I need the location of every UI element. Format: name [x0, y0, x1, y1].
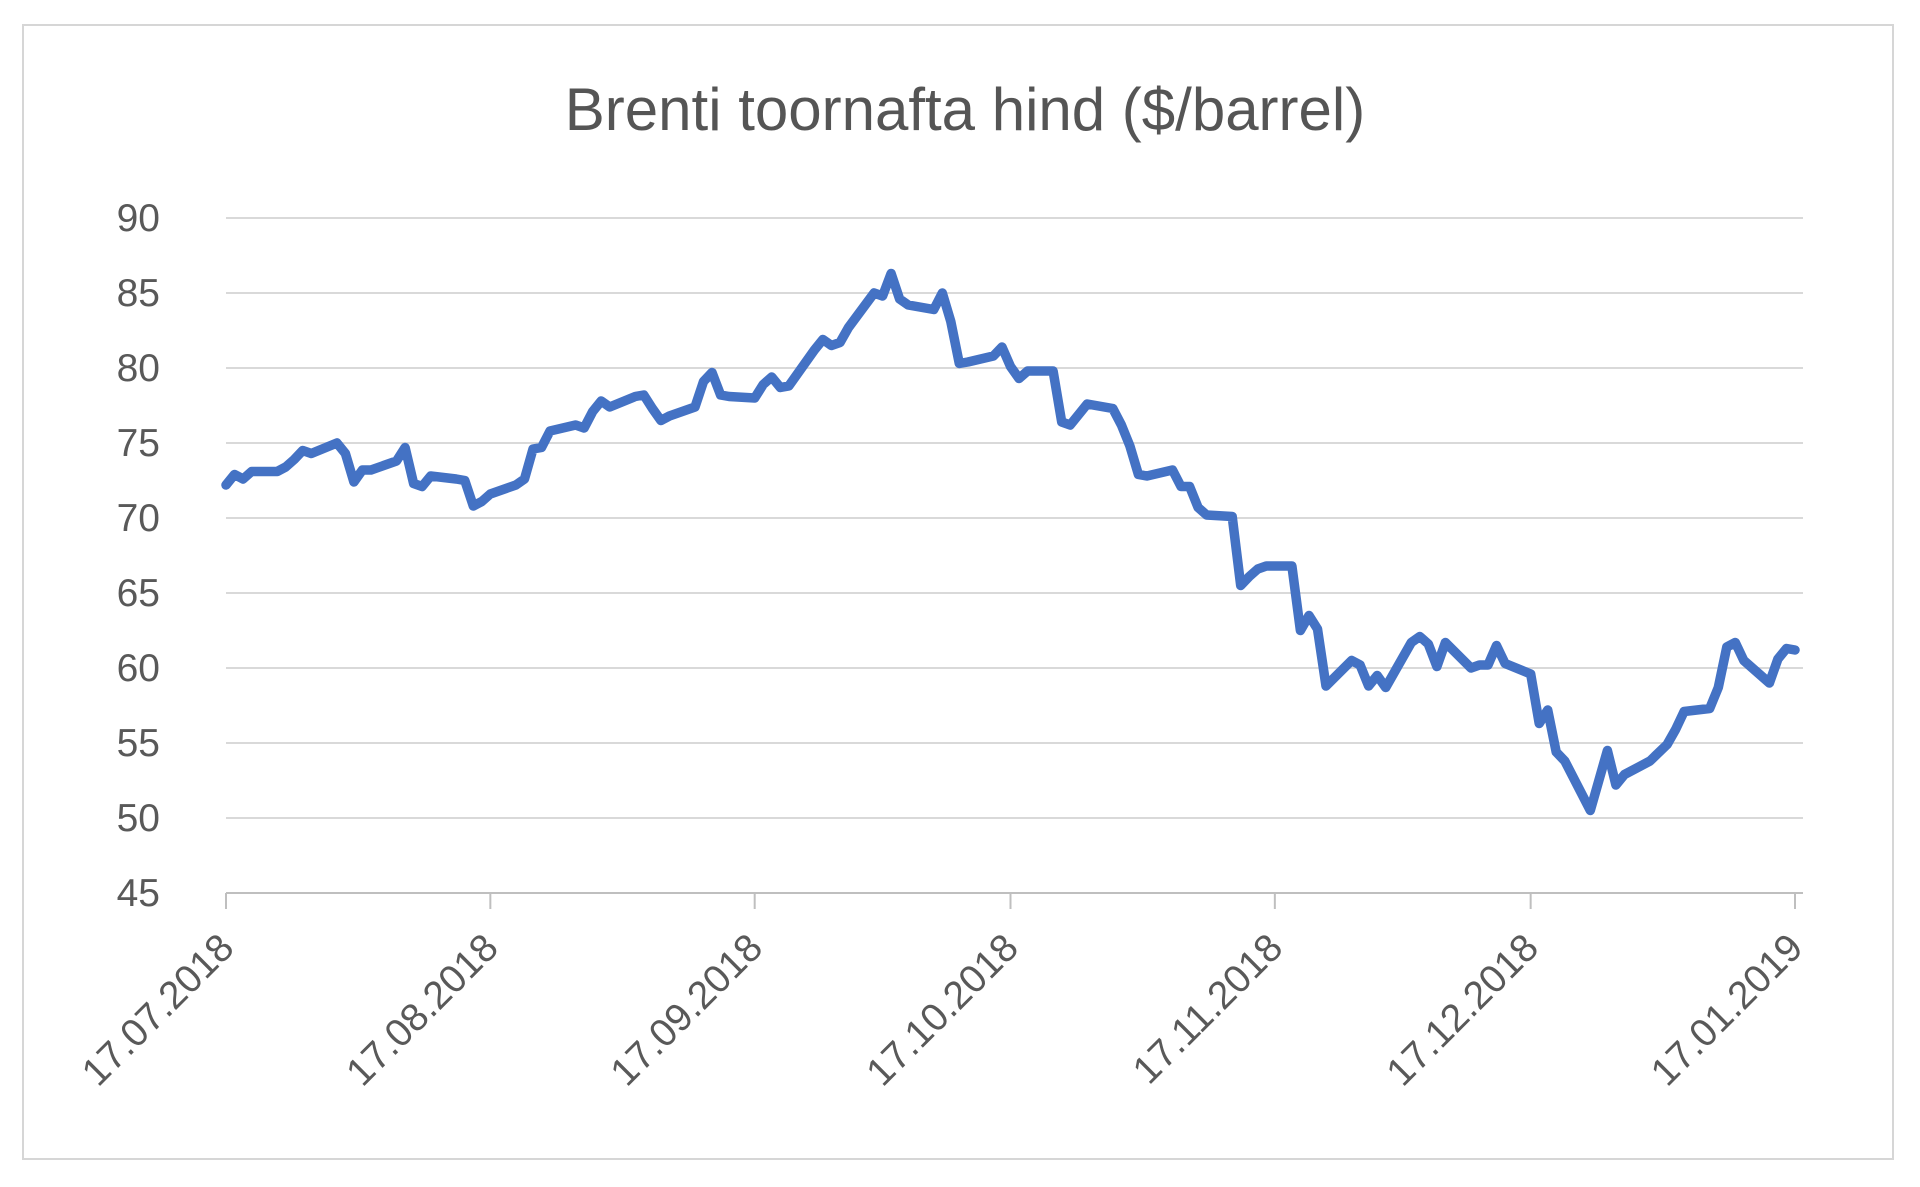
x-axis-tick-label: 17.09.2018 — [603, 926, 771, 1094]
chart-title: Brenti toornafta hind ($/barrel) — [565, 76, 1365, 143]
x-axis-tick-label: 17.08.2018 — [338, 926, 506, 1094]
price-line — [221, 268, 1800, 816]
y-axis-tick-label: 70 — [117, 497, 160, 540]
y-axis-tick-label: 50 — [117, 797, 160, 840]
y-axis-tick-label: 45 — [117, 872, 160, 915]
x-axis-labels: 17.07.2018 17.08.2018 17.09.2018 17.10.2018… — [74, 926, 1811, 1094]
x-axis — [225, 893, 1796, 909]
data-series — [221, 268, 1800, 816]
x-axis-tick-label: 17.11.2018 — [1125, 926, 1291, 1092]
x-axis-tick-label: 17.07.2018 — [74, 926, 242, 1094]
x-axis-tick-label: 17.10.2018 — [858, 926, 1026, 1094]
y-axis-labels: 45 50 55 60 65 70 75 80 85 90 — [117, 197, 160, 915]
y-axis-tick-label: 80 — [117, 347, 160, 390]
y-axis-tick-label: 75 — [117, 422, 160, 465]
y-axis-tick-label: 90 — [117, 197, 160, 240]
x-axis-tick-label: 17.01.2019 — [1643, 926, 1811, 1094]
y-axis-tick-label: 60 — [117, 647, 160, 690]
gridlines — [226, 217, 1803, 894]
y-axis-tick-label: 85 — [117, 272, 160, 315]
y-axis-tick-label: 55 — [117, 722, 160, 765]
y-axis-tick-label: 65 — [117, 572, 160, 615]
x-axis-tick-label: 17.12.2018 — [1379, 926, 1547, 1094]
